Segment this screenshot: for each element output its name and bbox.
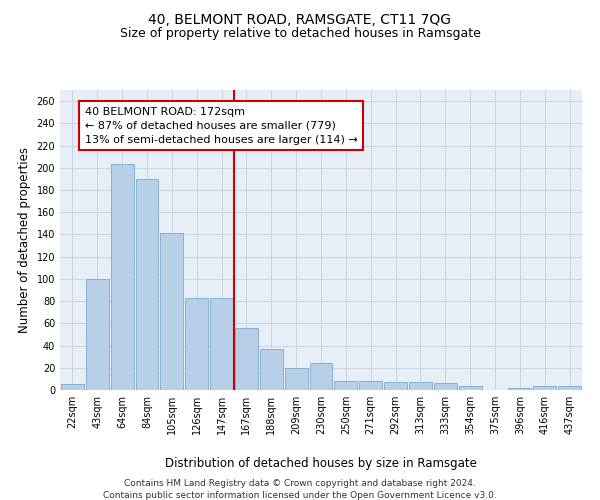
- Bar: [185, 298, 208, 390]
- Bar: [160, 234, 183, 390]
- Bar: [210, 298, 233, 390]
- Bar: [359, 381, 382, 390]
- Y-axis label: Number of detached properties: Number of detached properties: [18, 147, 31, 333]
- Bar: [260, 349, 283, 390]
- Bar: [334, 381, 357, 390]
- Bar: [508, 388, 531, 390]
- Bar: [409, 382, 432, 390]
- Bar: [235, 328, 258, 390]
- Bar: [86, 279, 109, 390]
- Bar: [434, 384, 457, 390]
- Bar: [384, 382, 407, 390]
- Bar: [533, 386, 556, 390]
- Bar: [285, 368, 308, 390]
- Text: Contains public sector information licensed under the Open Government Licence v3: Contains public sector information licen…: [103, 491, 497, 500]
- Bar: [61, 384, 84, 390]
- Text: 40, BELMONT ROAD, RAMSGATE, CT11 7QG: 40, BELMONT ROAD, RAMSGATE, CT11 7QG: [149, 12, 452, 26]
- Bar: [111, 164, 134, 390]
- Text: Size of property relative to detached houses in Ramsgate: Size of property relative to detached ho…: [119, 28, 481, 40]
- Bar: [310, 364, 332, 390]
- Text: Contains HM Land Registry data © Crown copyright and database right 2024.: Contains HM Land Registry data © Crown c…: [124, 479, 476, 488]
- Text: Distribution of detached houses by size in Ramsgate: Distribution of detached houses by size …: [165, 458, 477, 470]
- Bar: [136, 179, 158, 390]
- Bar: [459, 386, 482, 390]
- Text: 40 BELMONT ROAD: 172sqm
← 87% of detached houses are smaller (779)
13% of semi-d: 40 BELMONT ROAD: 172sqm ← 87% of detache…: [85, 106, 358, 144]
- Bar: [558, 386, 581, 390]
